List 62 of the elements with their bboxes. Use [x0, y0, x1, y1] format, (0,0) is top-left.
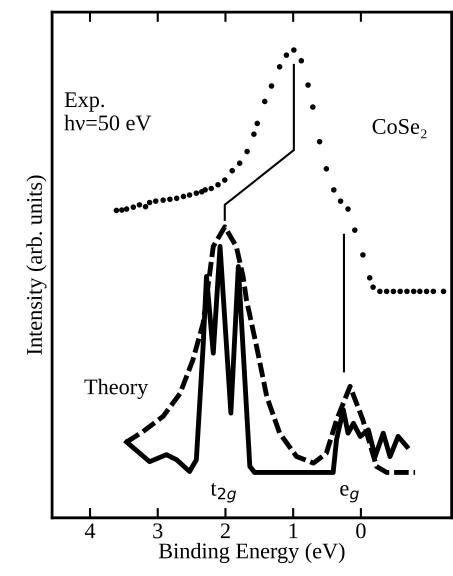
point — [222, 177, 228, 183]
x-tick-label: 2 — [220, 523, 230, 538]
x-tick-label: 0 — [356, 523, 366, 538]
x-tick-label: 3 — [153, 523, 162, 538]
point — [244, 148, 250, 154]
y-axis-title: Intensity (arb. units) — [26, 176, 47, 355]
point — [331, 187, 337, 193]
point — [384, 288, 390, 294]
point — [160, 197, 166, 203]
x-axis-title: Binding Energy (eV) — [158, 542, 344, 564]
point — [186, 192, 192, 198]
point — [345, 206, 351, 212]
point — [136, 202, 142, 208]
x-tick-label: 1 — [290, 523, 298, 538]
annotation: Exp. hν=50 eV — [64, 92, 152, 131]
point — [262, 98, 268, 104]
point — [316, 138, 322, 144]
point — [251, 131, 257, 137]
point — [124, 206, 130, 212]
point — [208, 186, 214, 192]
point — [291, 47, 297, 53]
point — [360, 252, 366, 258]
point — [417, 288, 423, 294]
point — [174, 196, 180, 202]
annotation: CoSe₂ — [372, 119, 426, 138]
point — [236, 160, 242, 166]
point — [114, 208, 120, 214]
point — [404, 288, 410, 294]
point — [310, 104, 316, 110]
point — [276, 64, 282, 70]
point — [254, 120, 260, 126]
point — [338, 198, 344, 204]
point — [229, 168, 236, 174]
point — [152, 198, 158, 204]
point — [167, 196, 173, 202]
point — [194, 190, 200, 196]
point — [298, 58, 304, 64]
x-tick-label: 4 — [84, 523, 96, 538]
annotation: e$_{g}$ — [340, 485, 359, 502]
point — [440, 288, 446, 294]
point — [352, 227, 358, 233]
point — [397, 288, 403, 294]
point — [215, 182, 221, 188]
point — [130, 204, 136, 210]
point — [410, 288, 416, 294]
point — [142, 204, 148, 210]
point — [146, 200, 152, 206]
point — [366, 275, 372, 281]
point — [324, 166, 330, 172]
annotation: t$_{2g}$ — [210, 483, 236, 502]
point — [284, 52, 290, 58]
point — [180, 194, 186, 200]
point — [119, 207, 125, 213]
point — [424, 288, 430, 294]
point — [268, 83, 274, 89]
point — [430, 288, 436, 294]
point — [390, 288, 396, 294]
point — [202, 187, 208, 193]
annotation: Theory — [84, 378, 148, 399]
point — [370, 284, 376, 290]
point — [377, 288, 383, 294]
point — [305, 82, 311, 88]
